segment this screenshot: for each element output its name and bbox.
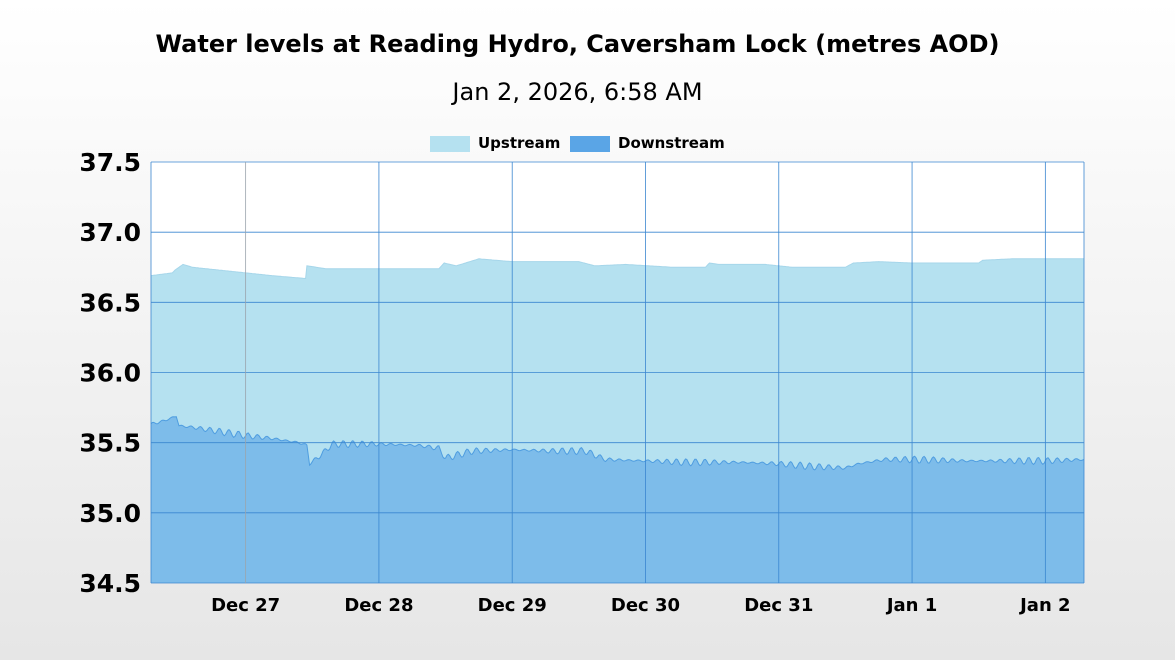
series-upstream-line: [150, 258, 1084, 280]
series-downstream-area: [151, 416, 1084, 583]
series-downstream-line: [150, 416, 1085, 471]
x-tick-label: Jan 2: [1018, 595, 1070, 616]
x-tick-label: Dec 27: [211, 595, 280, 616]
y-tick-label: 35.0: [79, 499, 141, 528]
legend: Upstream Downstream: [430, 134, 725, 152]
y-tick-label: 36.5: [79, 288, 141, 317]
chart-subtitle: Jan 2, 2026, 6:58 AM: [452, 78, 703, 106]
x-tick-label: Dec 28: [344, 595, 413, 616]
legend-downstream-label: Downstream: [618, 134, 725, 152]
chart-title: Water levels at Reading Hydro, Caversham…: [155, 30, 1000, 58]
legend-upstream-label: Upstream: [478, 134, 560, 152]
y-tick-label: 37.5: [79, 148, 141, 177]
y-tick-label: 36.0: [79, 359, 141, 388]
y-axis: 37.5 37.0 36.5 36.0 35.5 35.0 34.5: [79, 148, 141, 598]
x-tick-label: Dec 31: [744, 595, 813, 616]
y-tick-label: 35.5: [79, 429, 141, 458]
x-tick-label: Dec 30: [611, 595, 680, 616]
grid: [150, 161, 1085, 584]
x-tick-label: Jan 1: [885, 595, 937, 616]
legend-upstream-swatch: [430, 136, 470, 152]
x-tick-label: Dec 29: [478, 595, 547, 616]
y-tick-label: 37.0: [79, 218, 141, 247]
x-axis: Dec 27 Dec 28 Dec 29 Dec 30 Dec 31 Jan 1 Jan 2: [211, 595, 1071, 616]
legend-downstream-swatch: [570, 136, 610, 152]
y-tick-label: 34.5: [79, 569, 141, 598]
